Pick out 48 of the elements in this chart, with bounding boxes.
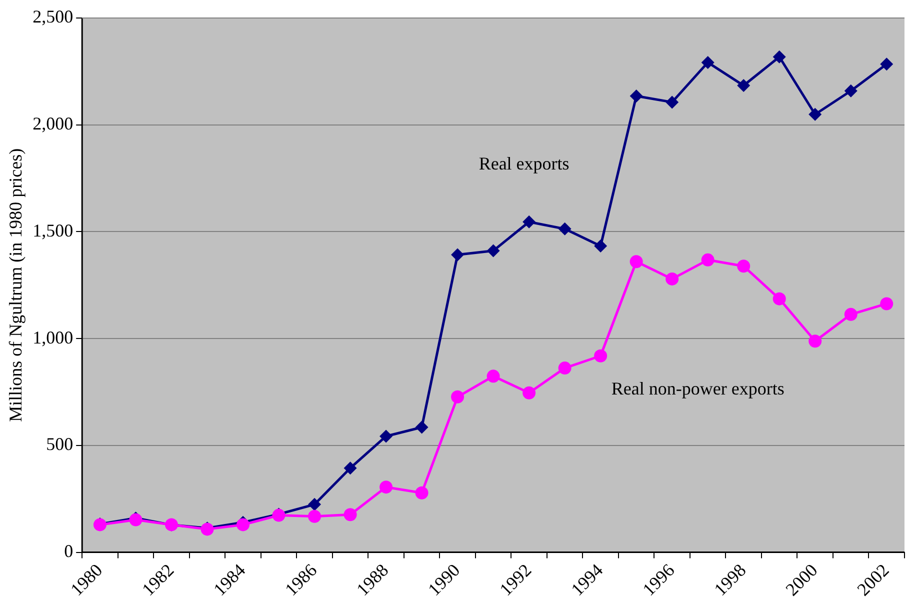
point — [844, 84, 858, 98]
y-tick-label: 2,500 — [32, 6, 74, 27]
point — [486, 370, 500, 383]
point — [701, 253, 714, 266]
point — [737, 79, 750, 92]
point — [451, 248, 464, 262]
x-tick-label: 1990 — [424, 560, 464, 600]
series-label: Real non-power exports — [611, 378, 784, 399]
point — [308, 510, 322, 523]
point — [630, 90, 643, 103]
point — [844, 308, 858, 321]
point — [772, 292, 786, 306]
x-tick-label: 1982 — [138, 560, 178, 600]
point — [666, 96, 679, 109]
point — [737, 260, 750, 273]
point — [236, 518, 250, 532]
point — [451, 390, 464, 404]
point — [772, 50, 786, 64]
point — [380, 480, 393, 494]
point — [558, 362, 572, 375]
point — [701, 56, 714, 69]
point — [880, 58, 894, 71]
point — [380, 430, 393, 443]
point — [308, 498, 322, 511]
x-tick-label: 1980 — [66, 560, 106, 600]
point — [630, 255, 643, 268]
y-tick-label: 1,000 — [32, 327, 74, 348]
point — [344, 462, 357, 475]
point — [558, 222, 572, 236]
point — [594, 240, 608, 253]
y-tick-label: 1,500 — [32, 220, 74, 240]
point — [486, 244, 500, 258]
point — [594, 349, 608, 362]
point — [522, 386, 536, 400]
point — [344, 508, 357, 522]
point — [808, 108, 822, 121]
point — [880, 297, 894, 310]
y-tick-label: 0 — [64, 541, 74, 562]
x-tick-label: 1992 — [496, 560, 536, 600]
y-axis-title: Millions of Ngultrum (in 1980 prices) — [6, 148, 26, 422]
point — [808, 334, 822, 348]
text: Real exports — [478, 154, 570, 174]
y-tick-label: 500 — [46, 434, 74, 454]
point — [415, 420, 428, 434]
point — [522, 215, 536, 228]
point — [415, 486, 428, 500]
point — [666, 272, 679, 286]
y-tick-label: 2,000 — [32, 114, 74, 134]
